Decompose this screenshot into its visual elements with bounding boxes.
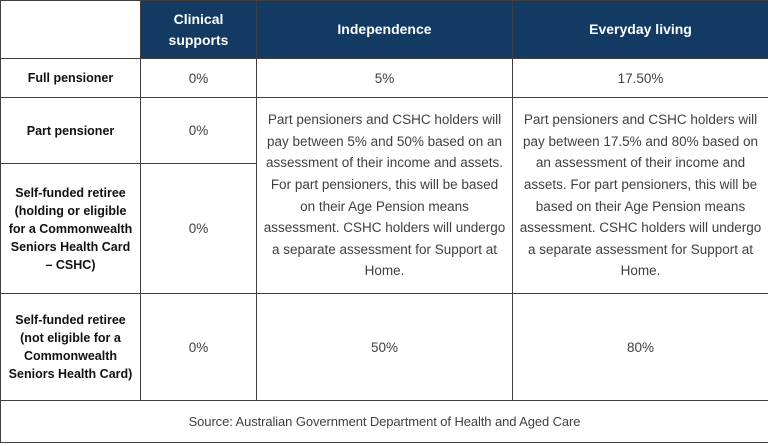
cell-self-funded-no-card-clinical: 0% [140,293,257,401]
cell-part-pensioner-clinical: 0% [140,97,257,164]
cell-merged-everyday-assessment: Part pensioners and CSHC holders will pa… [512,97,768,294]
row-label-part-pensioner: Part pensioner [0,97,141,164]
header-row: Clinical supports Independence Everyday … [0,0,768,59]
cell-full-pensioner-everyday: 17.50% [512,58,768,98]
row-label-self-funded-cshc: Self-funded retiree (holding or eligible… [0,163,141,294]
source-note: Source: Australian Government Department… [0,400,768,443]
cell-self-funded-no-card-independence: 50% [256,293,513,401]
source-row: Source: Australian Government Department… [0,400,768,443]
table-row-full-pensioner: Full pensioner 0% 5% 17.50% [0,58,768,98]
table-row-self-funded-no-card: Self-funded retiree (not eligible for a … [0,293,768,401]
cell-full-pensioner-clinical: 0% [140,58,257,98]
table-row-part-pensioner: Part pensioner 0% Part pensioners and CS… [0,97,768,294]
table-row-self-funded-cshc: Self-funded retiree (holding or eligible… [0,163,768,294]
cell-self-funded-cshc-clinical: 0% [140,163,257,294]
cell-merged-independence-assessment: Part pensioners and CSHC holders will pa… [256,97,513,294]
column-header-clinical-supports: Clinical supports [140,0,257,59]
row-label-full-pensioner: Full pensioner [0,58,141,98]
cell-full-pensioner-independence: 5% [256,58,513,98]
column-header-everyday-living: Everyday living [512,0,768,59]
row-label-self-funded-no-card: Self-funded retiree (not eligible for a … [0,293,141,401]
empty-corner-cell [0,0,141,59]
cell-self-funded-no-card-everyday: 80% [512,293,768,401]
column-header-independence: Independence [256,0,513,59]
